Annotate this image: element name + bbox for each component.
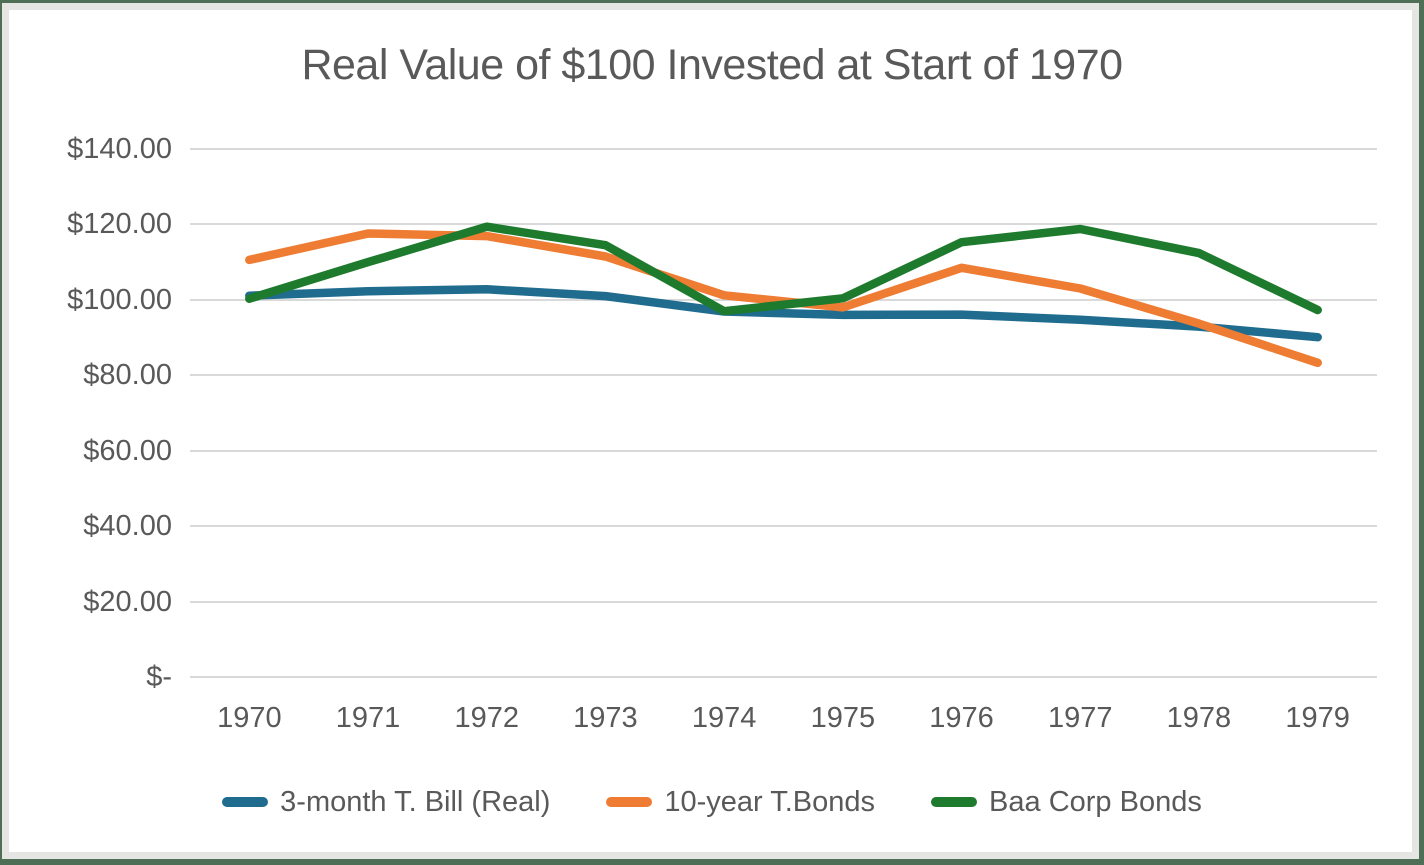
x-axis-tick-label: 1978 (1166, 702, 1232, 734)
legend-line-swatch (606, 797, 653, 807)
chart-title: Real Value of $100 Invested at Start of … (301, 41, 1123, 89)
x-axis-tick-label: 1976 (929, 702, 994, 734)
gridline (190, 374, 1377, 377)
gridline (190, 148, 1377, 150)
x-axis-tick-label: 1970 (217, 702, 282, 734)
legend-label: 10-year T.Bonds (664, 785, 876, 818)
legend-label: 3-month T. Bill (Real) (280, 785, 551, 818)
y-axis-tick-label: $40.00 (83, 510, 172, 543)
y-axis-tick-label: $100.00 (67, 283, 172, 316)
gridline (190, 600, 1377, 603)
legend: 3-month T. Bill (Real) 10-year T.Bonds Baa… (0, 782, 1424, 822)
y-axis-tick-label: $- (146, 661, 172, 693)
x-axis-tick-label: 1975 (810, 702, 876, 734)
y-axis-tick-label: $120.00 (67, 208, 172, 241)
legend-line-swatch (222, 797, 269, 807)
x-axis-tick-label: 1974 (691, 702, 757, 734)
y-axis-tick-label: $80.00 (83, 359, 172, 392)
legend-item: Baa Corp Bonds (931, 786, 1202, 819)
gridline (190, 449, 1377, 452)
gridline (190, 525, 1377, 528)
x-axis-tick-label: 1979 (1285, 702, 1350, 734)
x-axis-tick-label: 1977 (1047, 702, 1113, 734)
y-axis-tick-label: $20.00 (83, 585, 172, 618)
x-axis-tick-label: 1973 (573, 702, 638, 734)
legend-label: Baa Corp Bonds (989, 785, 1202, 818)
y-axis-tick-label: $140.00 (67, 133, 172, 165)
legend-item: 10-year T.Bonds (606, 786, 875, 819)
x-axis-tick-label: 1972 (454, 702, 519, 734)
series-line (245, 222, 1322, 316)
y-axis-tick-label: $60.00 (83, 434, 172, 467)
legend-item: 3-month T. Bill (Real) (222, 786, 550, 819)
x-axis-tick-label: 1971 (335, 702, 401, 734)
gridline (190, 223, 1377, 226)
series-line (245, 285, 1322, 342)
legend-line-swatch (931, 797, 978, 807)
gridline (190, 676, 1377, 678)
